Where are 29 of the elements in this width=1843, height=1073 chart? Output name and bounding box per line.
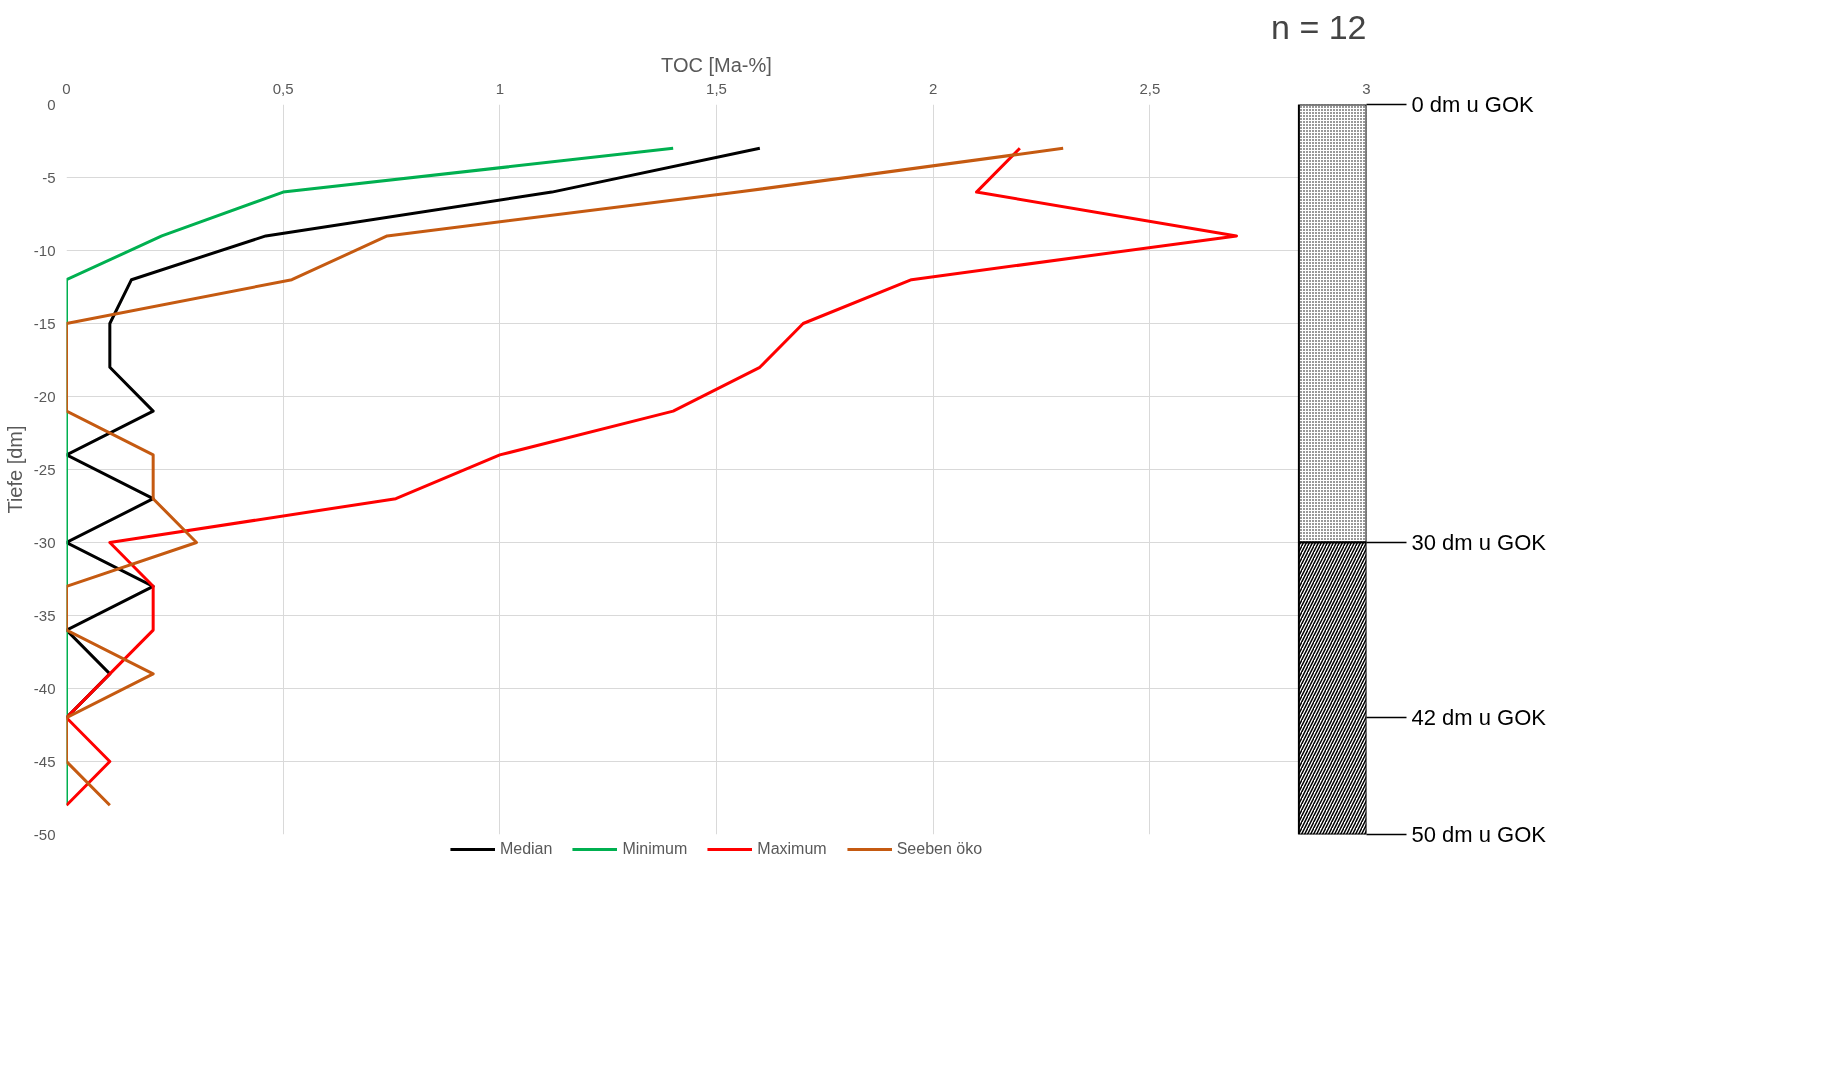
x-tick-label: 2,5 bbox=[1139, 79, 1161, 97]
text: n = 12 bbox=[1271, 7, 1367, 46]
x-tick-label: 1 bbox=[495, 79, 505, 97]
y-tick-label: -40 bbox=[33, 679, 56, 697]
ref-line-label: 50 dm u GOK bbox=[1411, 822, 1547, 847]
x-tick-label: 3 bbox=[1362, 79, 1371, 97]
x-tick-label: 1,5 bbox=[706, 79, 727, 97]
legend-label: Minimum bbox=[622, 840, 688, 858]
y-tick-label: -10 bbox=[33, 241, 56, 259]
ref-line-label: 30 dm u GOK bbox=[1411, 530, 1547, 555]
legend-label: Seeben öko bbox=[896, 840, 983, 858]
ref-line-label: 42 dm u GOK bbox=[1411, 705, 1547, 731]
ref-line-label: 0 dm u GOK bbox=[1411, 92, 1535, 117]
legend-label: Median bbox=[499, 840, 553, 858]
y-axis-title: Tiefe [dm] bbox=[3, 425, 26, 514]
y-tick-label: -45 bbox=[33, 752, 56, 770]
x-tick-label: 0,5 bbox=[272, 79, 294, 97]
y-tick-label: -30 bbox=[33, 533, 56, 551]
y-tick-label: 0 bbox=[47, 95, 56, 113]
legend-label: Maximum bbox=[757, 840, 827, 858]
y-tick-label: -5 bbox=[42, 168, 56, 186]
y-tick-label: -35 bbox=[33, 606, 56, 624]
y-tick-label: -20 bbox=[33, 387, 56, 405]
y-tick-label: -15 bbox=[33, 314, 56, 332]
x-axis-title: TOC [Ma-%] bbox=[661, 53, 772, 76]
x-tick-label: 0 bbox=[62, 79, 71, 97]
y-tick-label: -50 bbox=[33, 825, 56, 843]
y-tick-label: -25 bbox=[33, 460, 56, 478]
x-tick-label: 2 bbox=[929, 79, 938, 97]
